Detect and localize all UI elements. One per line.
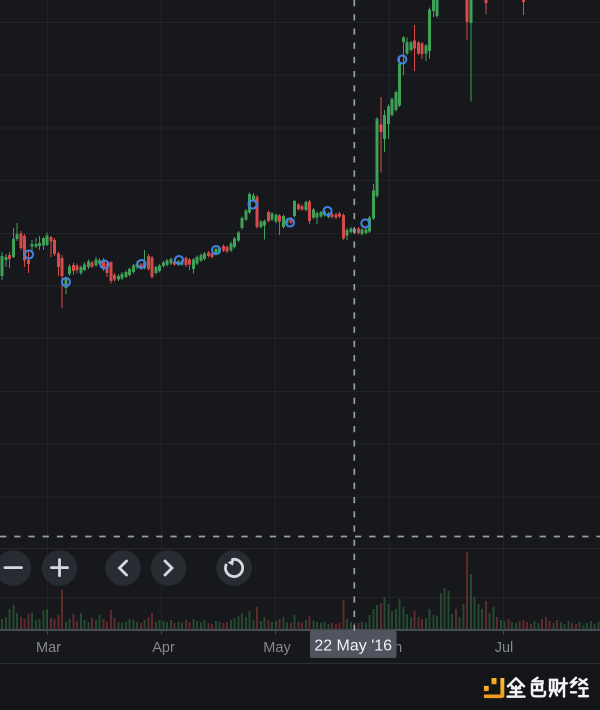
- svg-text:Apr: Apr: [152, 640, 175, 656]
- svg-text:May: May: [263, 640, 291, 656]
- svg-text:22 May '16: 22 May '16: [314, 638, 392, 655]
- svg-text:Mar: Mar: [36, 640, 61, 656]
- svg-text:Jul: Jul: [495, 640, 514, 656]
